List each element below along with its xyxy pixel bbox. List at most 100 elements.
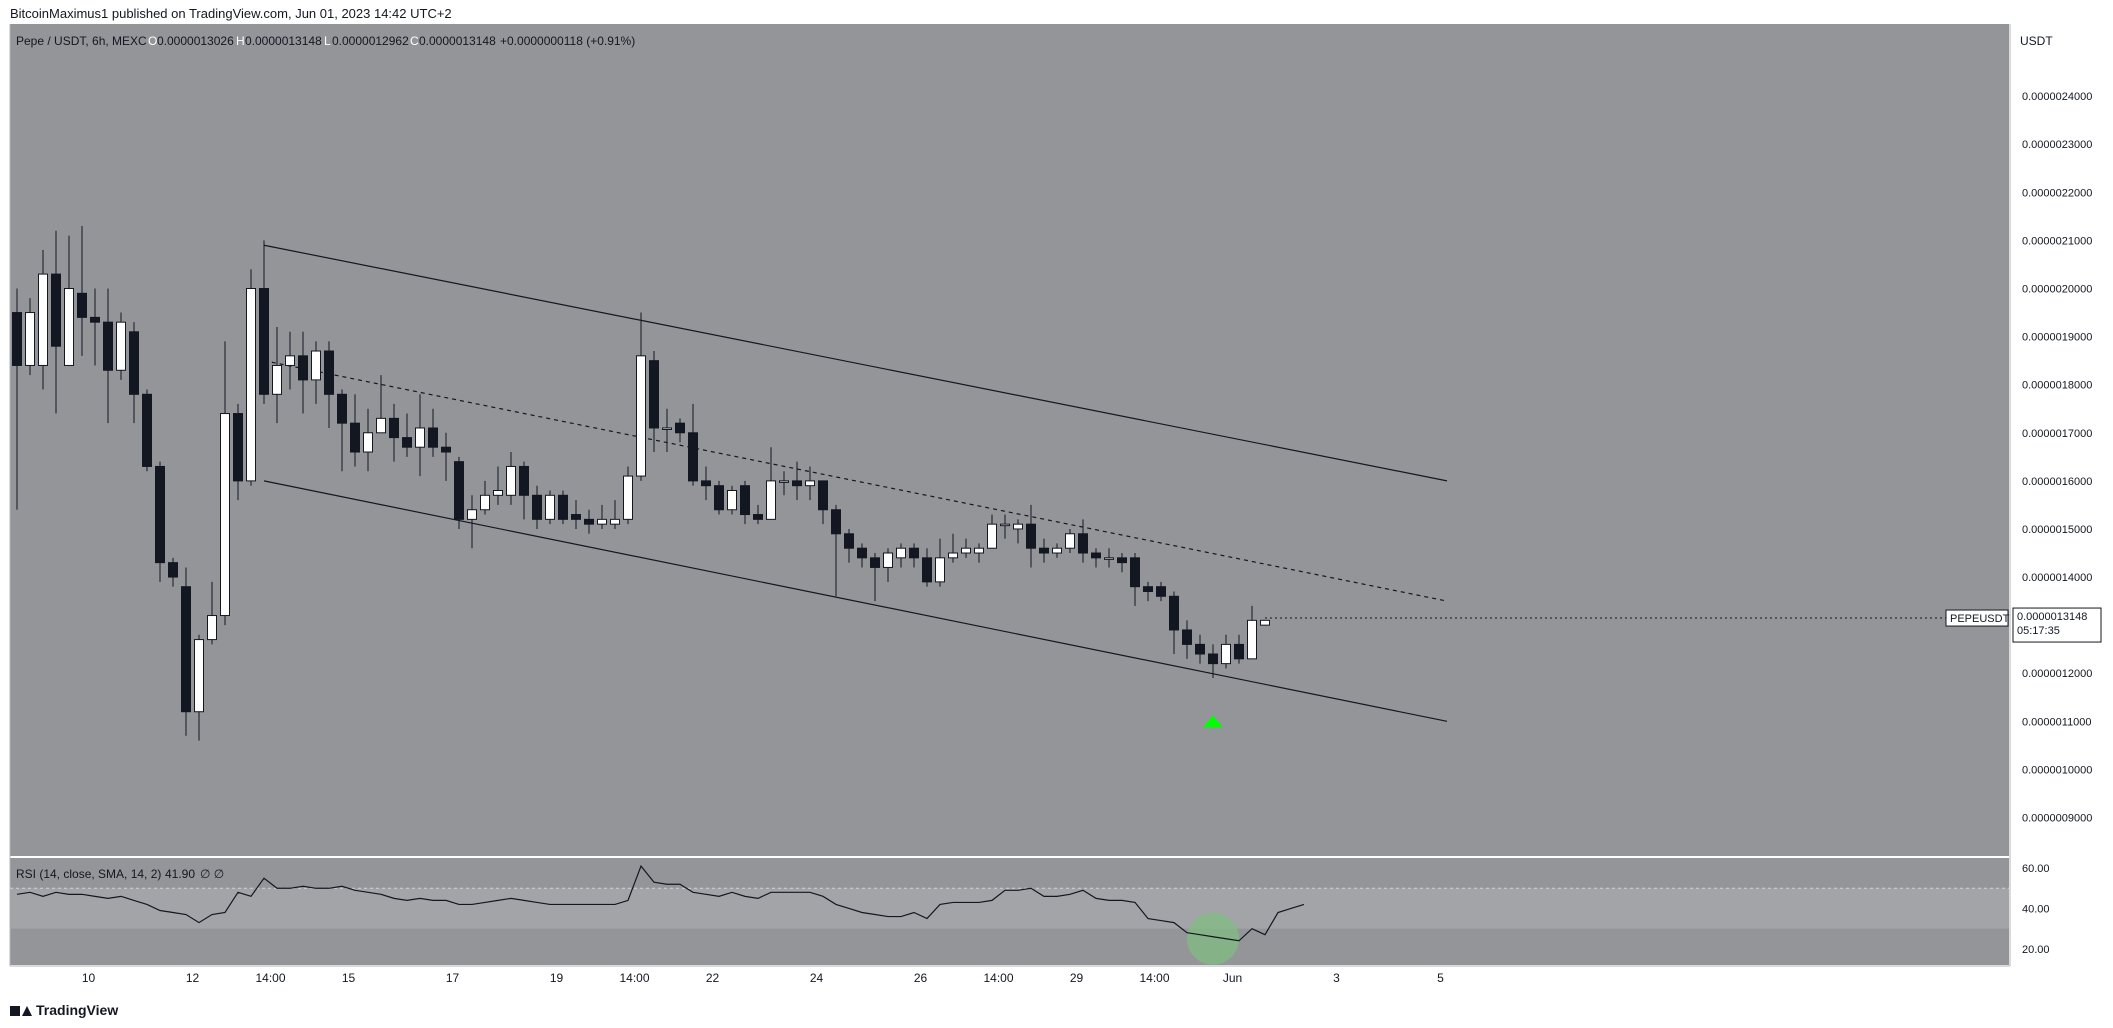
candle: [129, 322, 139, 424]
candle-body-bearish: [753, 514, 763, 520]
candle-body-bullish: [246, 288, 256, 482]
candle: [649, 351, 659, 453]
rsi-line: [16, 864, 1305, 942]
candle: [818, 480, 828, 525]
candle: [402, 413, 412, 457]
candle: [311, 341, 321, 404]
candle: [168, 557, 178, 587]
candle-body-bearish: [77, 292, 87, 318]
candle-body-bearish: [1195, 643, 1205, 655]
candle: [584, 509, 594, 534]
candle-body-bullish: [194, 639, 204, 713]
candle: [77, 225, 87, 356]
candle-body-bullish: [935, 557, 945, 583]
candle: [38, 250, 48, 390]
candle-body-bearish: [818, 480, 828, 511]
candle-body-bearish: [441, 446, 451, 453]
candle: [428, 408, 438, 457]
candle: [116, 312, 126, 380]
candle-body-bearish: [402, 437, 412, 448]
rsi-extra: ∅ ∅: [200, 867, 224, 881]
candle-body-bearish: [1182, 629, 1192, 645]
candle: [1221, 634, 1231, 669]
legend-ohlc: O 0.0000013026 H 0.0000013148 L 0.000001…: [148, 34, 635, 48]
candle: [987, 514, 997, 549]
channel-upper-line[interactable]: [263, 244, 1448, 482]
candle-body-bullish: [1065, 533, 1075, 549]
channel-middle-line[interactable]: [263, 360, 1448, 602]
price-tick-label: 0.0000023000: [2022, 139, 2092, 151]
price-axis-area[interactable]: [2012, 24, 2113, 965]
candle: [389, 403, 399, 462]
candle-body-bullish: [727, 489, 737, 511]
time-axis-area[interactable]: [10, 966, 2009, 992]
candle-body-bearish: [1156, 586, 1166, 597]
time-tick-label: 26: [914, 971, 928, 985]
candle-body-bullish: [363, 432, 373, 453]
candle-body-bullish: [272, 364, 282, 395]
price-tick-label: 0.0000015000: [2022, 524, 2092, 536]
candle: [688, 403, 698, 486]
time-tick-label: 22: [706, 971, 720, 985]
candle: [220, 341, 230, 626]
price-pane[interactable]: [10, 24, 2009, 856]
candle: [1039, 538, 1049, 563]
candle-body-bearish: [857, 547, 867, 559]
candle-body-bearish: [168, 562, 178, 578]
axis-labels-layer: 0.0000024000 0.0000023000 0.0000022000 0.00…: [82, 91, 2093, 985]
time-tick-label: 15: [342, 971, 356, 985]
candle-body-bullish: [506, 465, 516, 496]
candle-body-bullish: [961, 547, 971, 554]
candle-body-bearish: [532, 494, 542, 520]
candle-body-bearish: [12, 312, 22, 366]
time-tick-label: 12: [186, 971, 200, 985]
candle-body-bullish: [987, 523, 997, 549]
time-tick-label: 10: [82, 971, 96, 985]
candle: [285, 331, 295, 390]
published-header: BitcoinMaximus1 published on TradingView…: [10, 6, 452, 21]
legend-change: +0.0000000118 (+0.91%): [500, 34, 635, 48]
candle: [12, 288, 22, 510]
candle-body-bearish: [571, 514, 581, 520]
candle-body-bullish: [1000, 523, 1010, 527]
candle: [961, 538, 971, 558]
candle: [506, 452, 516, 505]
channel-lower-line[interactable]: [263, 480, 1448, 722]
candle-body-bearish: [558, 494, 568, 520]
candles-layer: [12, 225, 1270, 741]
candle: [272, 326, 282, 424]
candle: [51, 230, 61, 414]
candle-body-bullish: [207, 615, 217, 641]
candle: [1117, 553, 1127, 573]
candle: [571, 500, 581, 529]
candle: [181, 567, 191, 736]
price-tick-label: 0.0000014000: [2022, 572, 2092, 584]
candle: [103, 288, 113, 424]
candle-body-bullish: [883, 552, 893, 568]
rsi-tick-label: 40.00: [2022, 903, 2050, 915]
candle-body-bearish: [649, 360, 659, 429]
candle: [766, 447, 776, 520]
candle-body-bearish: [909, 547, 919, 559]
candle-body-bearish: [1091, 552, 1101, 559]
candle-body-bullish: [480, 494, 490, 511]
candle-body-bullish: [25, 312, 35, 366]
candle: [493, 466, 503, 505]
rsi-tick-label: 60.00: [2022, 863, 2050, 875]
tradingview-logo-icon: [10, 1004, 32, 1016]
candle: [727, 485, 737, 515]
candle-body-bearish: [181, 586, 191, 713]
candle-body-bearish: [688, 432, 698, 482]
candle-body-bearish: [870, 557, 880, 568]
candle-body-bearish: [519, 465, 529, 496]
time-tick-label: 19: [550, 971, 564, 985]
tradingview-logo[interactable]: TradingView: [10, 1002, 118, 1018]
candle: [155, 461, 165, 582]
candle: [636, 312, 646, 481]
candle: [558, 490, 568, 525]
candle: [753, 504, 763, 525]
candle: [467, 495, 477, 549]
candle: [1026, 504, 1036, 568]
candle-body-bearish: [584, 518, 594, 525]
